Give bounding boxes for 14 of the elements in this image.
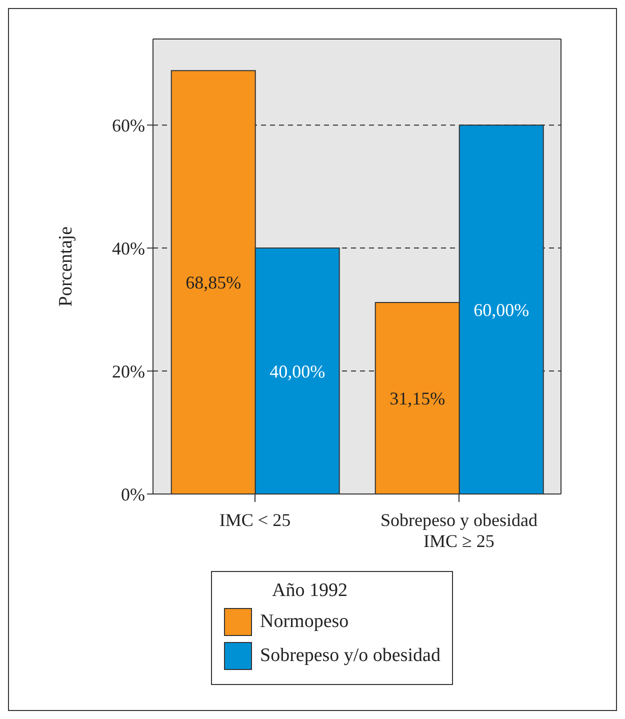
x-tick-label: IMC < 25 [219,510,291,530]
data-label: 40,00% [270,361,326,382]
x-tick-label: Sobrepeso y obesidad IMC ≥ 25 [380,510,538,551]
y-tick-label: 0% [121,484,145,504]
y-tick-label: 20% [112,361,145,382]
y-tick-label: 40% [112,238,145,258]
legend-label: Normopeso [260,611,349,633]
data-label: 31,15% [390,388,446,409]
data-label: 60,00% [474,300,530,320]
y-axis-title: Porcentaje [56,226,77,307]
legend-title: Año 1992 [272,580,348,602]
data-label: 68,85% [186,272,242,293]
y-tick-label: 60% [112,115,145,136]
legend-label: Sobrepeso y/o obesidad [260,645,440,667]
